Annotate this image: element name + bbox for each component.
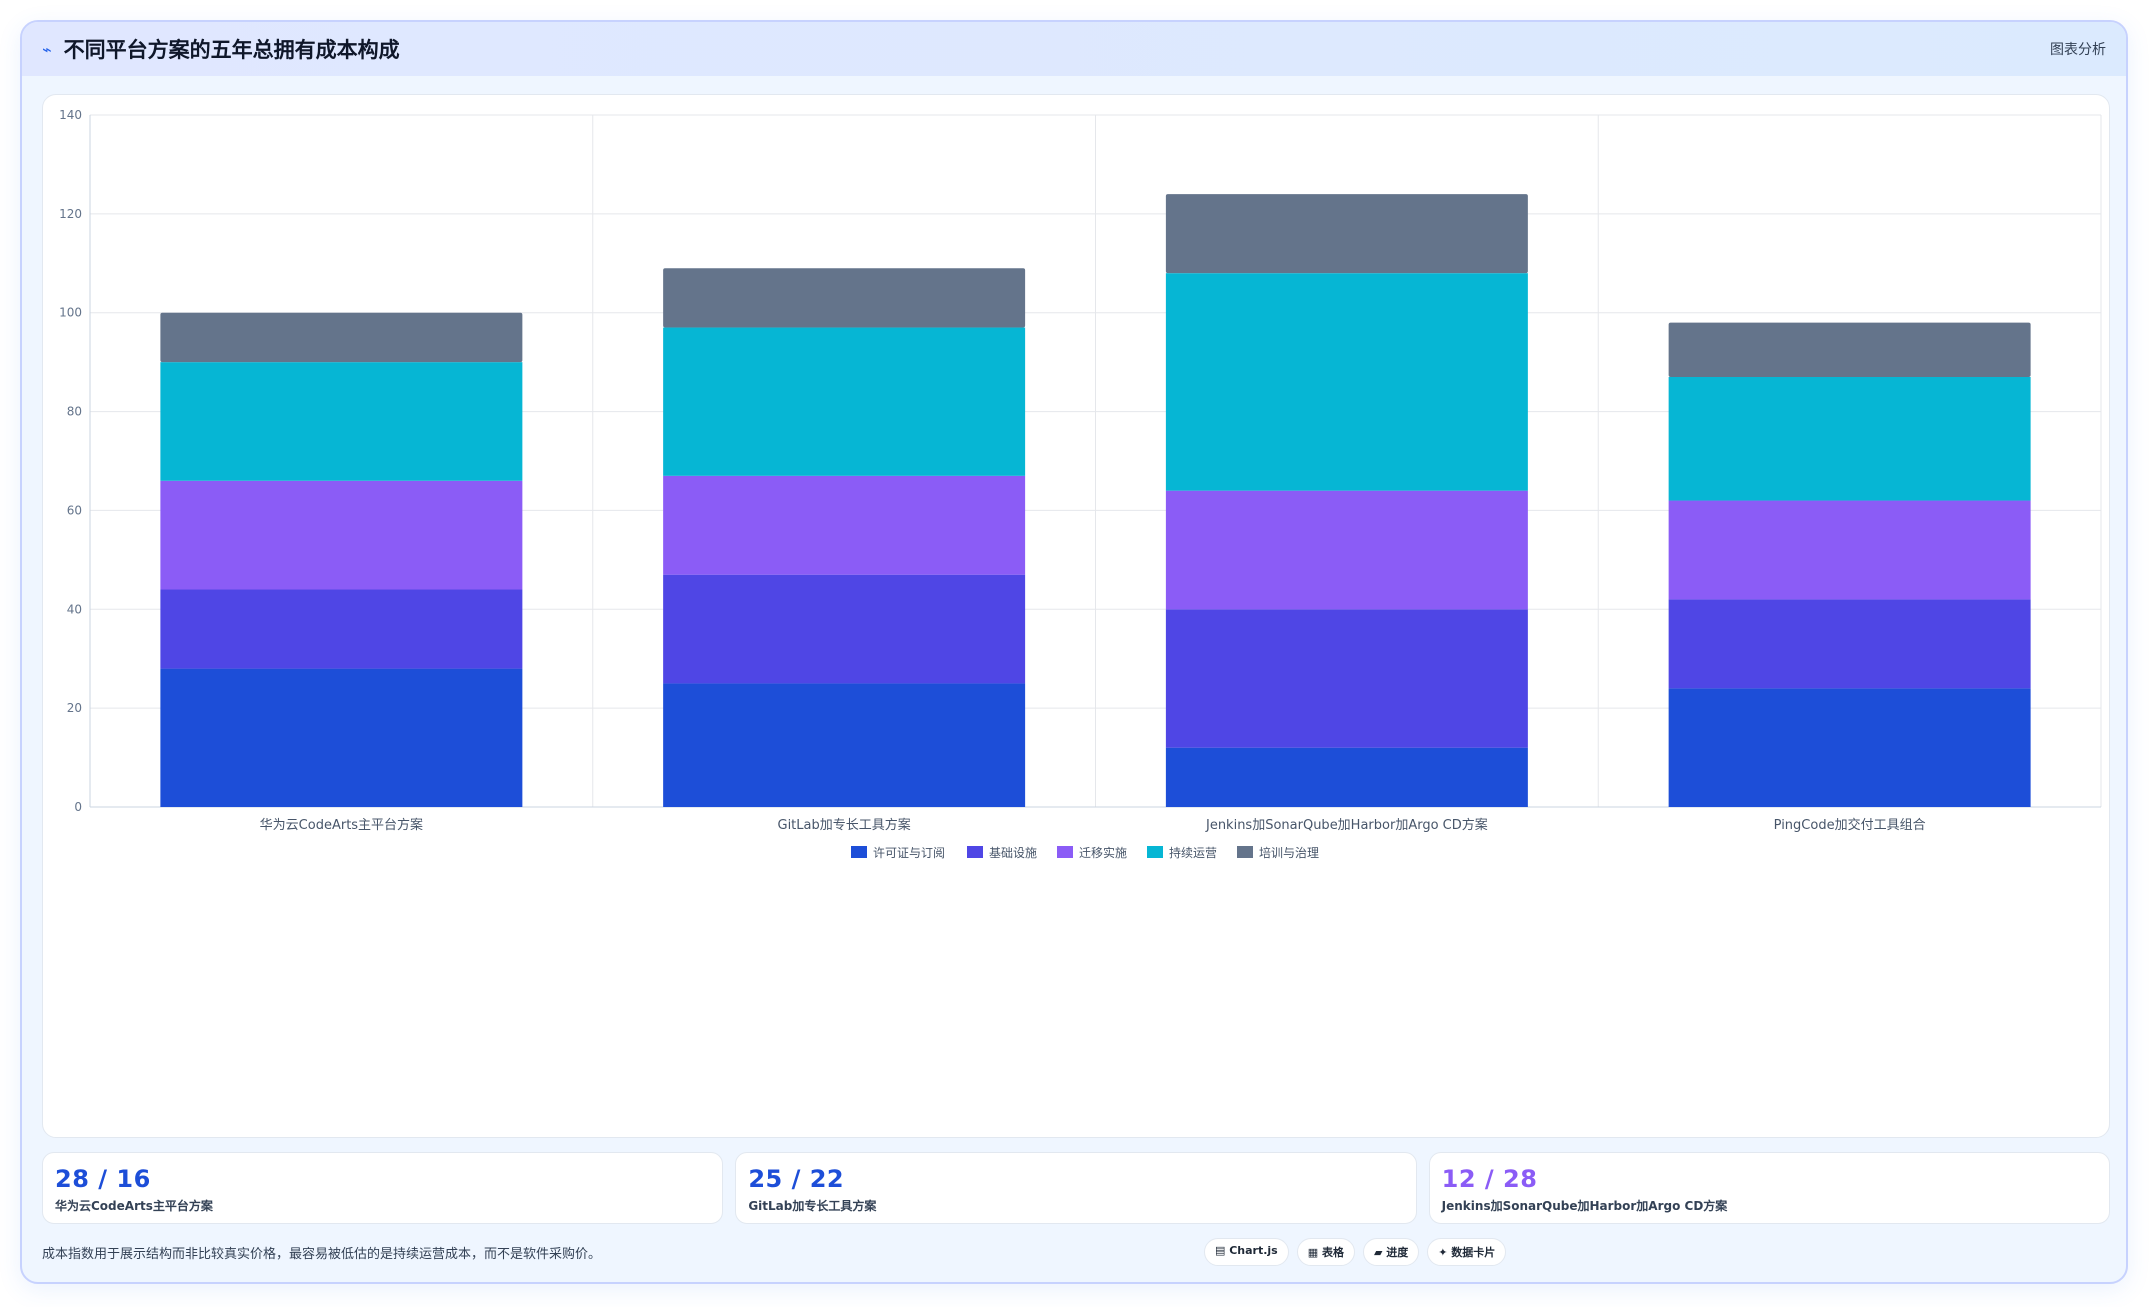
- legend-entry: 迁移实施: [1079, 845, 1127, 860]
- bar-segment: [663, 475, 1026, 575]
- y-tick-label: 0: [74, 800, 82, 814]
- bar-segment: [1668, 322, 2031, 377]
- table-button[interactable]: ▦ 表格: [1296, 1238, 1355, 1266]
- stat-card: 25 / 22 GitLab加专长工具方案: [735, 1152, 1417, 1224]
- y-tick-label: 140: [59, 108, 82, 122]
- stat-card-value: 25 / 22: [748, 1165, 845, 1193]
- stacked-bar-chart: 0 20 40 60 80 100 120 140 华为云CodeArts主平台方案 GitLab…: [59, 108, 2102, 860]
- x-tick-label: Jenkins加SonarQube加Harbor加Argo CD方案: [1205, 817, 1488, 833]
- bar-segment: [1668, 500, 2031, 600]
- legend-entry: 培训与治理: [1259, 845, 1319, 860]
- chart-card: 0 20 40 60 80 100 120 140 华为云CodeArts主平台方案 GitLab…: [42, 94, 2110, 1138]
- view-toolbar: ▤ Chart.js ▦ 表格 ▰ 进度 ✦ 数据卡片: [1204, 1238, 1507, 1266]
- progress-button[interactable]: ▰ 进度: [1362, 1238, 1420, 1266]
- bar-segment: [160, 480, 523, 590]
- page-title: 不同平台方案的五年总拥有成本构成: [63, 38, 400, 62]
- stat-card-value: 28 / 16: [55, 1165, 151, 1193]
- chart-logo-icon: ⌁: [42, 39, 52, 59]
- y-tick-label: 80: [67, 405, 82, 419]
- y-tick-label: 60: [67, 503, 82, 517]
- bar-segment: [1668, 376, 2031, 501]
- chartjs-button[interactable]: ▤ Chart.js: [1204, 1238, 1289, 1266]
- bar-segment: [1165, 490, 1528, 610]
- chart-analysis-label: 图表分析: [2050, 42, 2106, 58]
- y-tick-label: 120: [59, 207, 82, 221]
- x-tick-label: PingCode加交付工具组合: [1774, 817, 1926, 833]
- x-tick-label: 华为云CodeArts主平台方案: [260, 817, 423, 833]
- chart-panel: ⌁ 不同平台方案的五年总拥有成本构成 图表分析 0 20 40 60 80 100 120 1…: [20, 20, 2128, 1284]
- stat-card-value: 12 / 28: [1441, 1165, 1538, 1193]
- bar-segment: [663, 327, 1026, 476]
- y-tick-label: 40: [67, 602, 82, 616]
- stat-card: 28 / 16 华为云CodeArts主平台方案: [42, 1152, 724, 1224]
- bar-segment: [1165, 609, 1528, 748]
- legend-swatch: [1237, 846, 1253, 858]
- stat-cards: 28 / 16 华为云CodeArts主平台方案 25 / 22 GitLab加…: [42, 1152, 2110, 1224]
- panel-footer: 成本指数用于展示结构而非比较真实价格，最容易被低估的是持续运营成本，而不是软件采…: [42, 1232, 2110, 1272]
- legend-swatch: [1147, 846, 1163, 858]
- bar-segment: [160, 668, 523, 807]
- y-tick-label: 20: [67, 701, 82, 715]
- panel-header: ⌁ 不同平台方案的五年总拥有成本构成 图表分析: [22, 22, 2126, 76]
- bar-segment: [160, 362, 523, 481]
- stat-card: 12 / 28 Jenkins加SonarQube加Harbor加Argo CD…: [1428, 1152, 2110, 1224]
- data-cards-button[interactable]: ✦ 数据卡片: [1427, 1238, 1507, 1266]
- x-tick-label: GitLab加专长工具方案: [778, 817, 911, 833]
- footer-note: 成本指数用于展示结构而非比较真实价格，最容易被低估的是持续运营成本，而不是软件采…: [42, 1246, 602, 1262]
- legend-entry: 基础设施: [989, 846, 1037, 860]
- bar-segment: [663, 683, 1026, 807]
- y-tick-label: 100: [59, 306, 82, 320]
- stat-card-label: GitLab加专长工具方案: [748, 1199, 877, 1213]
- legend-entry: 持续运营: [1169, 845, 1217, 860]
- stat-card-label: 华为云CodeArts主平台方案: [55, 1199, 213, 1213]
- legend-swatch: [967, 846, 983, 858]
- bar-segment: [1165, 747, 1528, 807]
- legend-entry: 许可证与订阅: [873, 846, 945, 860]
- legend-swatch: [1057, 846, 1073, 858]
- bar-segment: [1165, 194, 1528, 274]
- bar-segment: [663, 574, 1026, 684]
- bar-segment: [1668, 688, 2031, 807]
- bar-segment: [1668, 599, 2031, 689]
- bar-segment: [160, 589, 523, 669]
- bar-segment: [1165, 273, 1528, 491]
- legend-swatch: [851, 846, 867, 858]
- bar-segment: [663, 268, 1026, 328]
- bar-segment: [160, 312, 523, 363]
- stat-card-label: Jenkins加SonarQube加Harbor加Argo CD方案: [1441, 1199, 1728, 1213]
